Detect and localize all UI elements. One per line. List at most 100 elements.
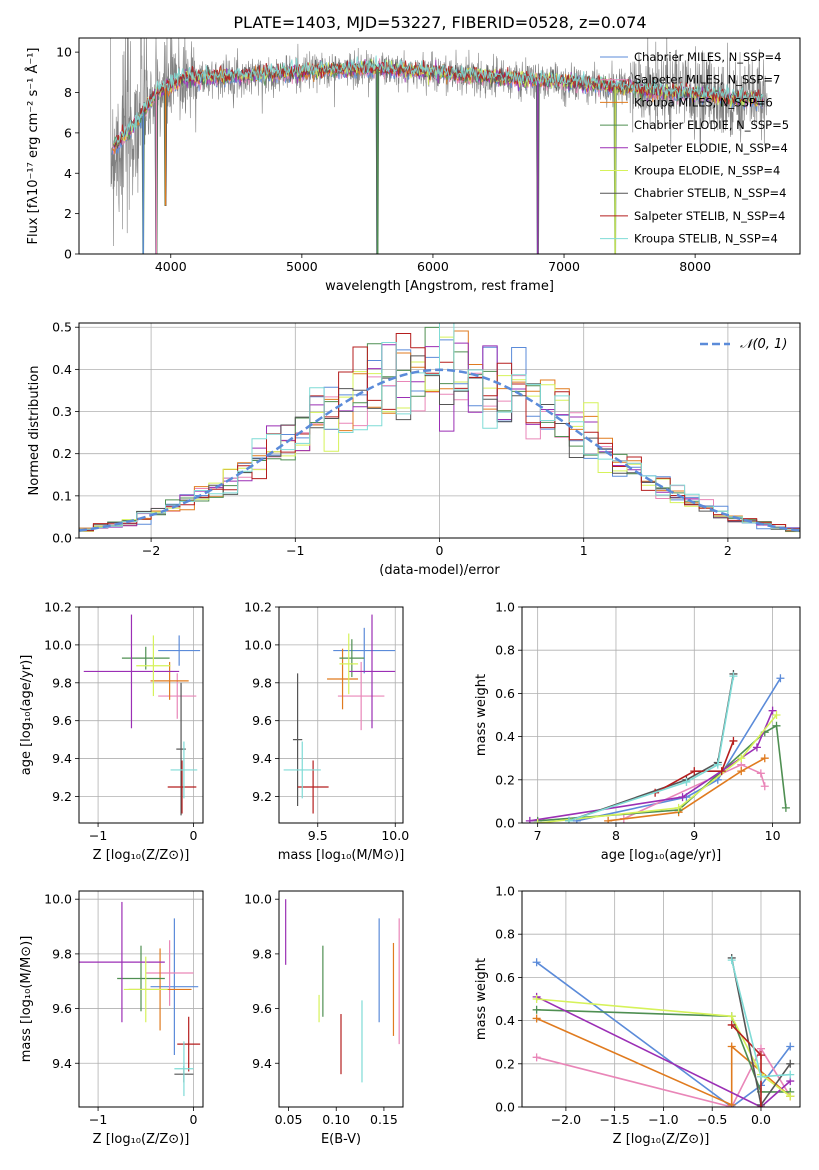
weight-marker	[690, 767, 699, 776]
y-axis-label: Normed distribution	[27, 366, 42, 496]
y-tick-label: 0.0	[495, 1100, 515, 1115]
x-tick-label: −1	[286, 543, 304, 558]
y-tick-label: 6	[64, 125, 72, 140]
weight-marker	[768, 706, 777, 715]
weight-marker	[532, 1014, 541, 1023]
histogram-8	[79, 323, 800, 530]
weight-marker	[564, 816, 573, 823]
y-tick-label: 9.2	[52, 789, 72, 804]
weight-marker	[729, 672, 738, 681]
y-tick-label: 9.8	[252, 946, 272, 961]
axes-frame	[78, 606, 204, 824]
y-tick-label: 9.4	[52, 751, 72, 766]
y-tick-label: 10.2	[244, 600, 272, 615]
weight-marker	[776, 674, 785, 683]
y-tick-label: 9.6	[52, 713, 72, 728]
x-tick-label: 9	[690, 828, 698, 843]
legend-label-6: Chabrier STELIB, N_SSP=4	[634, 186, 786, 200]
x-axis-label: E(B-V)	[321, 1132, 361, 1147]
x-tick-label: 7000	[548, 259, 580, 274]
weight-marker	[737, 767, 746, 776]
weight-marker	[682, 777, 691, 786]
axes-weight-vs-age: 7 8 9 10 0.0 0.2 0.4 0.6 0.8 1.0 age [log₁₀(age/yr…	[474, 600, 801, 863]
plot-area-spectrum	[110, 38, 768, 254]
weight-marker	[713, 760, 722, 769]
weight-marker	[772, 721, 781, 730]
weight-marker	[756, 769, 765, 778]
axes-frame	[278, 606, 404, 824]
weight-marker	[760, 782, 769, 791]
y-tick-label: 0.2	[495, 772, 515, 787]
y-axis-label: mass [log₁₀(M/M⊙)]	[19, 936, 34, 1063]
legend-label-5: Kroupa ELODIE, N_SSP=4	[634, 164, 780, 178]
weight-marker	[532, 995, 541, 1003]
axes-frame	[278, 890, 404, 1108]
weight-marker	[674, 803, 683, 812]
weight-marker	[717, 767, 726, 776]
weight-marker	[727, 1012, 736, 1021]
weight-marker	[752, 743, 761, 752]
x-tick-label: 6000	[417, 259, 449, 274]
y-tick-label: 1.0	[495, 884, 515, 899]
legend-label-0: Chabrier MILES, N_SSP=4	[634, 50, 781, 64]
axes-frame	[521, 606, 801, 824]
axes-mass-vs-Z: −1 0 9.4 9.6 9.8 10.0 Z [log₁₀(Z/Z⊙)] mass [log…	[19, 890, 204, 1147]
x-tick-label: 2	[724, 543, 732, 558]
weight-marker	[727, 1100, 736, 1107]
y-tick-label: 0.5	[52, 320, 72, 335]
axes-frame	[78, 322, 801, 539]
x-tick-label: 5000	[286, 259, 318, 274]
y-tick-label: 10	[56, 45, 72, 60]
x-axis-label: wavelength [Angstrom, rest frame]	[325, 279, 554, 294]
axes-mass-vs-ebv: 0.05 0.10 0.15 9.4 9.6 9.8 10.0 E(B-V)	[244, 890, 404, 1147]
legend-label-normal: 𝒩(0, 1)	[740, 337, 787, 352]
weight-marker	[727, 1020, 736, 1029]
weight-marker	[678, 793, 687, 802]
x-tick-label: 0	[189, 828, 197, 843]
weight-line-0	[536, 961, 791, 1107]
weight-marker	[760, 754, 769, 763]
y-tick-label: 1.0	[495, 600, 515, 615]
legend-label-3: Chabrier ELODIE, N_SSP=5	[634, 118, 789, 132]
y-tick-label: 9.6	[252, 1001, 272, 1016]
weight-marker	[786, 1092, 795, 1101]
weight-marker	[532, 1005, 541, 1014]
y-tick-label: 10.0	[244, 637, 272, 652]
axes-frame	[78, 37, 801, 255]
x-tick-label: −2	[142, 543, 160, 558]
histogram-6	[79, 355, 800, 532]
x-tick-label: −1.0	[648, 1112, 678, 1127]
y-tick-label: 0.8	[495, 643, 515, 658]
x-tick-label: 0.0	[751, 1112, 771, 1127]
axes-weight-vs-Z: −2.0 −1.5 −1.0 −0.5 0.0 0.0 0.2 0.4 0.6 0.8 1.0 Z […	[474, 884, 801, 1147]
weight-line-5	[537, 714, 778, 823]
y-tick-label: 9.6	[52, 1001, 72, 1016]
y-tick-label: 9.4	[252, 751, 272, 766]
x-tick-label: 7	[534, 828, 542, 843]
y-tick-label: 0.4	[495, 1013, 515, 1028]
y-tick-label: 4	[64, 166, 72, 181]
y-tick-label: 0.0	[52, 531, 72, 546]
weight-marker	[532, 958, 541, 967]
y-tick-label: 10.0	[244, 892, 272, 907]
axes-frame	[521, 890, 801, 1108]
weight-marker	[772, 711, 781, 719]
y-tick-label: 0.2	[52, 446, 72, 461]
y-tick-label: 10.0	[44, 892, 72, 907]
weight-marker	[533, 819, 542, 823]
legend-label-7: Salpeter STELIB, N_SSP=4	[634, 209, 785, 223]
weight-marker	[737, 754, 746, 763]
plot-area-residuals	[79, 323, 800, 533]
y-tick-label: 0	[64, 247, 72, 262]
y-tick-label: 8	[64, 85, 72, 100]
x-tick-label: 8	[612, 828, 620, 843]
weight-line-2	[608, 757, 766, 822]
y-tick-label: 9.4	[252, 1056, 272, 1071]
y-tick-label: 0.6	[495, 970, 515, 985]
legend-label-4: Salpeter ELODIE, N_SSP=4	[634, 141, 788, 155]
normal-reference-curve	[79, 368, 800, 532]
weight-line-1	[623, 763, 766, 820]
y-tick-label: 0.4	[52, 362, 72, 377]
